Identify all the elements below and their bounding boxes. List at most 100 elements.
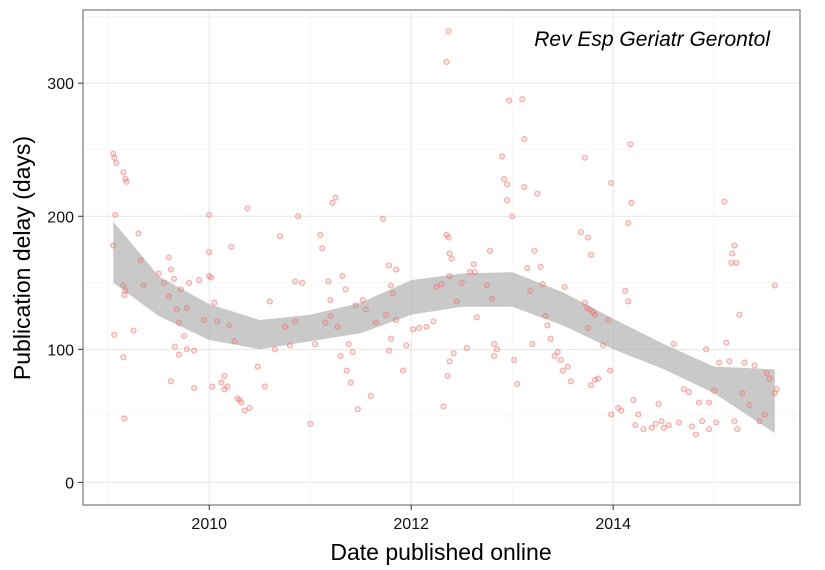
data-point — [393, 316, 400, 324]
data-point — [120, 354, 127, 361]
data-point — [706, 399, 713, 406]
data-point — [729, 250, 736, 257]
data-point — [120, 169, 127, 176]
data-point — [547, 335, 554, 342]
data-point — [504, 197, 511, 204]
data-point — [581, 154, 588, 161]
data-point — [173, 306, 180, 313]
data-point — [625, 298, 632, 305]
data-point — [342, 286, 349, 293]
data-point — [218, 379, 225, 386]
data-point — [736, 311, 743, 318]
data-point — [632, 422, 639, 429]
data-point — [372, 319, 379, 326]
data-point — [345, 340, 352, 348]
data-point — [675, 419, 682, 426]
data-point — [466, 269, 473, 276]
data-point — [542, 312, 549, 320]
y-tick-label: 300 — [47, 76, 74, 93]
data-point — [471, 269, 478, 276]
data-point — [167, 266, 174, 273]
data-point — [319, 245, 326, 252]
data-point — [175, 351, 182, 358]
data-point — [170, 275, 177, 282]
data-point — [228, 243, 235, 250]
data-point — [208, 274, 215, 281]
data-point — [706, 426, 713, 433]
data-point — [254, 363, 261, 370]
data-point — [423, 323, 430, 330]
data-point — [741, 359, 748, 366]
data-point — [135, 230, 142, 237]
data-point — [196, 277, 203, 284]
data-point — [137, 257, 144, 264]
data-point — [564, 363, 571, 370]
data-point — [559, 367, 566, 374]
data-point — [600, 342, 607, 349]
smooth-confidence-band — [113, 221, 775, 434]
data-point — [329, 199, 336, 206]
data-point — [433, 283, 440, 290]
x-tick-label: 2014 — [595, 516, 631, 533]
data-point — [627, 141, 634, 148]
data-point — [567, 378, 574, 385]
data-point — [761, 411, 768, 418]
data-point — [731, 418, 738, 425]
confidence-band — [113, 221, 775, 434]
data-point — [766, 375, 773, 382]
data-point — [160, 279, 167, 286]
x-axis: 2010 2012 2014 — [191, 505, 631, 533]
data-point — [430, 318, 437, 325]
data-point — [343, 367, 350, 374]
data-point — [446, 273, 453, 280]
data-point — [648, 424, 655, 431]
data-point — [509, 213, 516, 220]
data-point — [307, 420, 314, 427]
data-point — [201, 316, 208, 324]
data-point — [123, 178, 130, 185]
data-point — [359, 297, 366, 304]
data-point — [241, 407, 248, 414]
data-point — [403, 342, 410, 349]
data-point — [281, 323, 289, 330]
data-point — [453, 298, 460, 305]
plot-background — [83, 10, 800, 505]
data-point — [325, 278, 332, 285]
data-point — [211, 299, 218, 306]
data-point — [527, 287, 534, 294]
data-point — [581, 299, 588, 306]
y-axis: 0 100 200 300 — [47, 76, 83, 492]
data-point — [506, 97, 513, 104]
data-point — [493, 346, 501, 353]
data-point — [177, 286, 185, 293]
data-point — [534, 190, 541, 197]
data-point — [387, 282, 395, 289]
data-point — [165, 293, 172, 300]
data-point — [771, 282, 778, 289]
data-point — [703, 346, 710, 353]
data-point — [519, 96, 526, 103]
data-point — [587, 251, 595, 258]
data-point — [721, 198, 728, 205]
data-point — [608, 411, 615, 418]
data-point — [670, 340, 677, 348]
data-point — [605, 316, 612, 324]
data-point — [444, 372, 451, 379]
data-point — [317, 231, 324, 238]
data-point — [122, 287, 129, 294]
data-point — [521, 136, 528, 143]
data-point — [183, 346, 191, 353]
data-point — [385, 347, 393, 354]
data-point — [121, 415, 128, 422]
data-point — [711, 387, 718, 394]
data-point — [630, 396, 637, 403]
data-point — [692, 431, 700, 438]
data-point — [652, 420, 659, 427]
data-point — [514, 380, 521, 387]
data-point — [221, 386, 228, 393]
x-tick-label: 2012 — [393, 516, 429, 533]
data-point — [607, 367, 614, 374]
data-point — [544, 322, 551, 329]
data-point — [763, 370, 770, 377]
data-point — [292, 278, 299, 285]
